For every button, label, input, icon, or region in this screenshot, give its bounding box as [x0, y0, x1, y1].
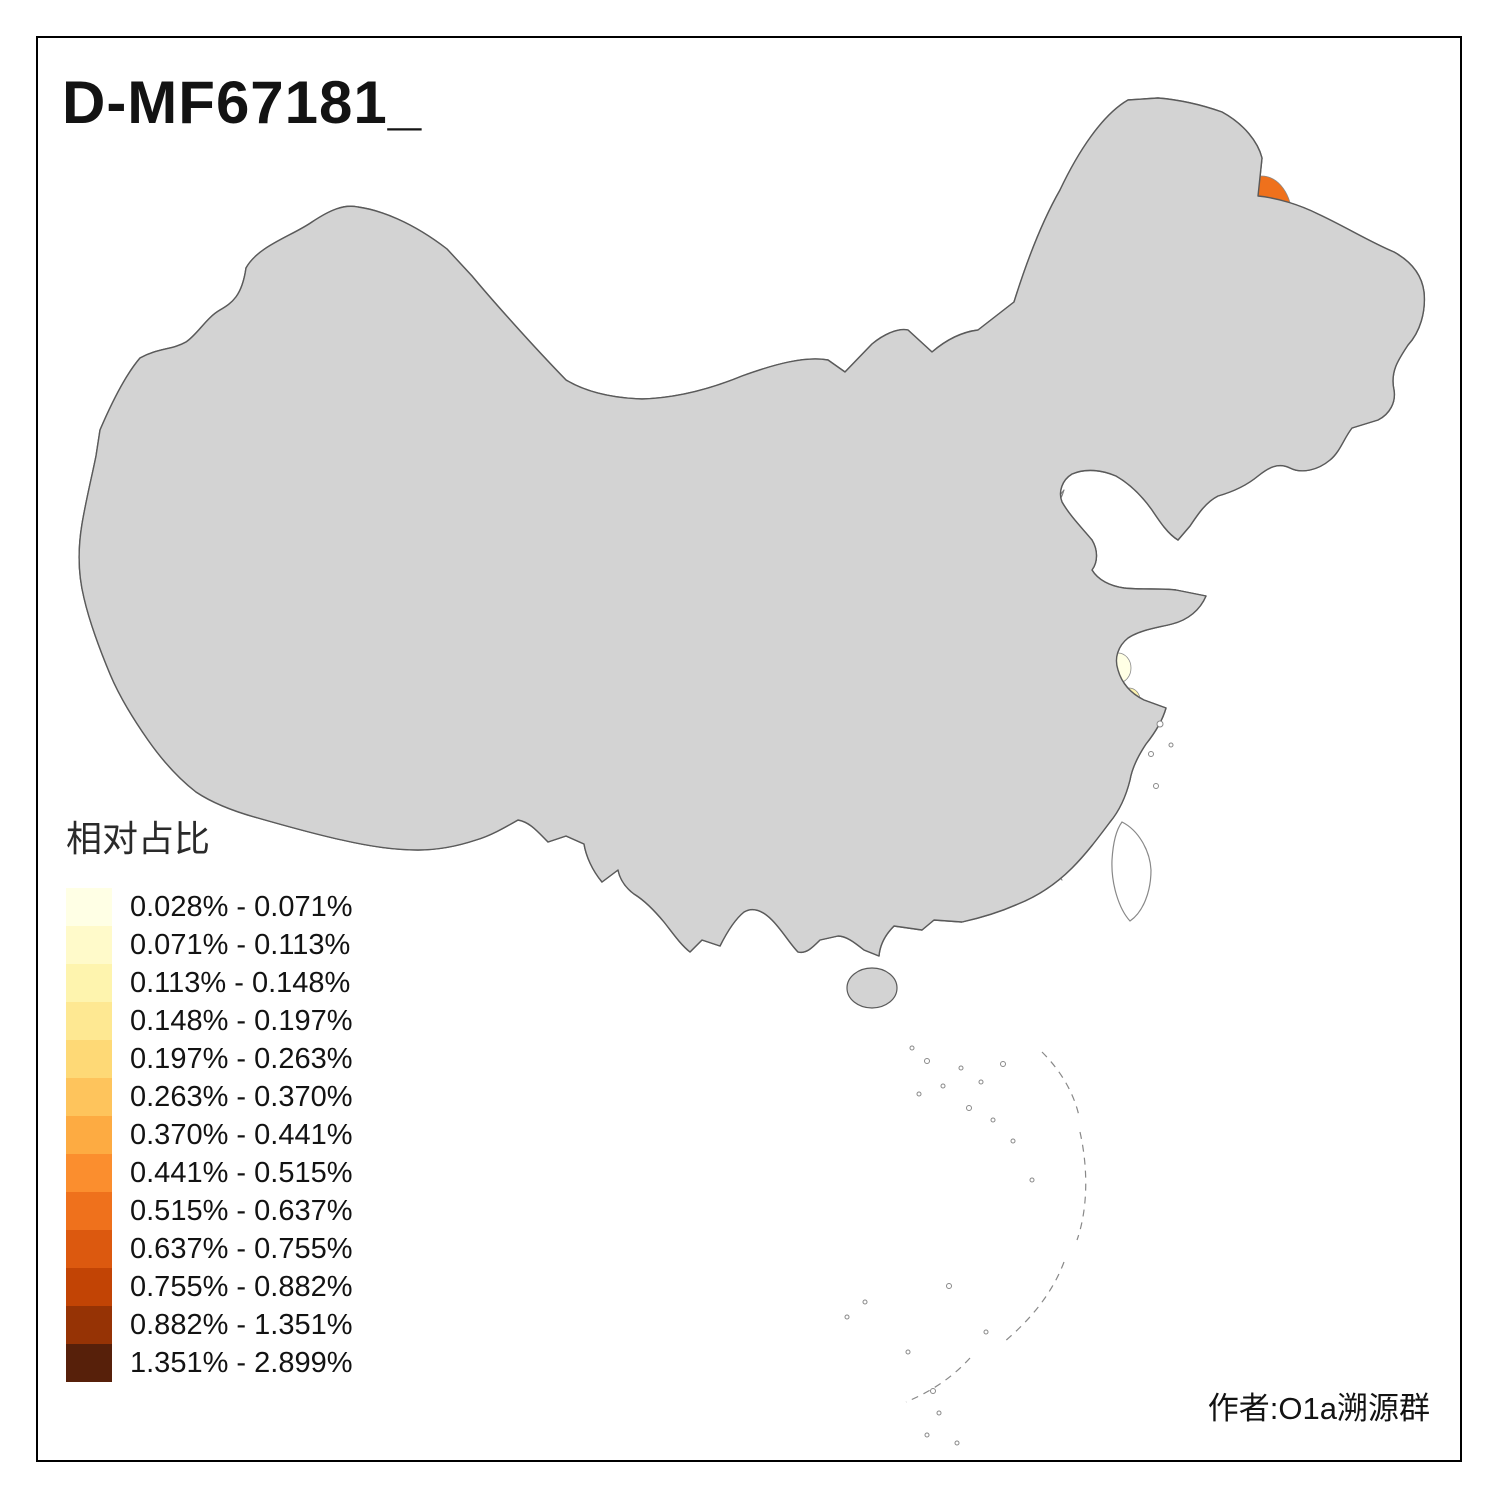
- legend-swatch: [66, 926, 112, 964]
- legend-item: 0.370% - 0.441%: [66, 1116, 352, 1154]
- legend-swatch: [66, 1116, 112, 1154]
- legend-swatch: [66, 964, 112, 1002]
- legend-item: 0.197% - 0.263%: [66, 1040, 352, 1078]
- legend-label: 0.113% - 0.148%: [130, 966, 351, 999]
- legend-label: 0.197% - 0.263%: [130, 1042, 353, 1075]
- legend-item: 0.755% - 0.882%: [66, 1268, 352, 1306]
- legend-label: 0.263% - 0.370%: [130, 1080, 353, 1113]
- legend-swatch: [66, 888, 112, 926]
- legend-item: 1.351% - 2.899%: [66, 1344, 352, 1382]
- legend-label: 0.028% - 0.071%: [130, 890, 353, 923]
- legend-swatch: [66, 1078, 112, 1116]
- legend-title: 相对占比: [66, 818, 211, 859]
- legend-swatch: [66, 1344, 112, 1382]
- legend-swatch: [66, 1268, 112, 1306]
- legend-label: 0.882% - 1.351%: [130, 1308, 353, 1341]
- legend-item: 0.113% - 0.148%: [66, 964, 352, 1002]
- author-credit: 作者:O1a溯源群: [1207, 1391, 1430, 1426]
- legend-rows: 0.028% - 0.071% 0.071% - 0.113% 0.113% - 0…: [66, 888, 352, 1382]
- legend-item: 0.263% - 0.370%: [66, 1078, 352, 1116]
- page-title: D-MF67181_: [62, 69, 423, 136]
- legend-swatch: [66, 1002, 112, 1040]
- legend-item: 0.148% - 0.197%: [66, 1002, 352, 1040]
- legend-swatch: [66, 1154, 112, 1192]
- legend-swatch: [66, 1306, 112, 1344]
- legend-swatch: [66, 1040, 112, 1078]
- sea-boundary-dashes: [905, 1051, 1087, 1403]
- legend-label: 0.441% - 0.515%: [130, 1156, 353, 1189]
- legend-item: 0.882% - 1.351%: [66, 1306, 352, 1344]
- legend-label: 0.071% - 0.113%: [130, 928, 351, 961]
- legend-swatch: [66, 1230, 112, 1268]
- hainan-island: [846, 967, 898, 1009]
- legend-item: 0.028% - 0.071%: [66, 888, 352, 926]
- coastal-islets: [1148, 720, 1174, 789]
- legend: 相对占比 0.028% - 0.071% 0.071% - 0.113% 0.113…: [66, 810, 352, 1382]
- taiwan-island: [1111, 821, 1152, 922]
- islands-and-sea: [844, 720, 1174, 1446]
- legend-item: 0.441% - 0.515%: [66, 1154, 352, 1192]
- sea-islets: [844, 1045, 1035, 1446]
- legend-label: 0.515% - 0.637%: [130, 1194, 353, 1227]
- legend-swatch: [66, 1192, 112, 1230]
- legend-label: 0.370% - 0.441%: [130, 1118, 353, 1151]
- legend-item: 0.515% - 0.637%: [66, 1192, 352, 1230]
- legend-label: 0.755% - 0.882%: [130, 1270, 353, 1303]
- legend-label: 0.637% - 0.755%: [130, 1232, 353, 1265]
- legend-item: 0.071% - 0.113%: [66, 926, 352, 964]
- legend-item: 0.637% - 0.755%: [66, 1230, 352, 1268]
- legend-label: 1.351% - 2.899%: [130, 1346, 353, 1379]
- legend-label: 0.148% - 0.197%: [130, 1004, 353, 1037]
